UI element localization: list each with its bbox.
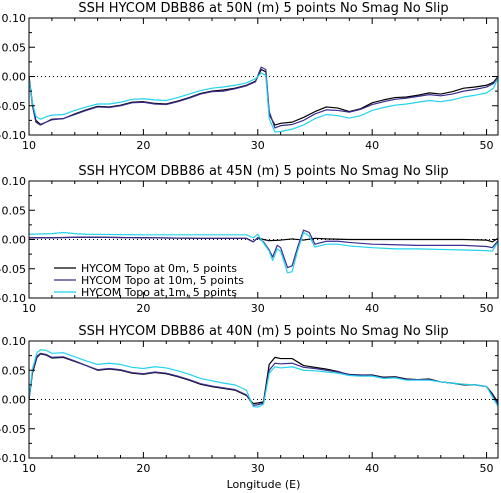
- x-tick-label: 50: [480, 302, 494, 315]
- y-tick-label: 0.05: [2, 41, 27, 54]
- panel-1: SSH HYCOM DBB86 at 50N (m) 5 points No S…: [0, 1, 499, 152]
- y-tick-label: -0.05: [0, 100, 26, 113]
- y-tick-label: -0.05: [0, 263, 26, 276]
- panel-3: SSH HYCOM DBB86 at 40N (m) 5 points No S…: [0, 324, 499, 491]
- y-tick-label: 0.00: [2, 394, 27, 407]
- y-tick-label: 0.10: [2, 335, 27, 348]
- y-tick-label: -0.05: [0, 423, 26, 436]
- y-tick-label: 0.05: [2, 204, 27, 217]
- y-tick-label: 0.10: [2, 12, 27, 25]
- y-tick-label: -0.10: [0, 129, 26, 142]
- legend-label: HYCOM Topo at 10m, 5 points: [81, 274, 244, 287]
- series-line-topo-1m: [29, 231, 498, 274]
- x-tick-label: 30: [251, 139, 265, 152]
- legend-label: HYCOM Topo at 1m, 5 points: [81, 286, 237, 299]
- x-tick-label: 20: [136, 302, 150, 315]
- x-tick-label: 10: [22, 462, 36, 475]
- series-line-topo-10m: [29, 229, 498, 269]
- legend-label: HYCOM Topo at 0m, 5 points: [81, 262, 237, 275]
- plot-frame: [28, 17, 499, 136]
- y-tick-label: 0.00: [2, 234, 27, 247]
- x-tick-label: 50: [480, 462, 494, 475]
- panel-title: SSH HYCOM DBB86 at 40N (m) 5 points No S…: [78, 324, 448, 339]
- x-tick-label: 50: [480, 139, 494, 152]
- series-line-topo-1m: [29, 72, 498, 133]
- y-tick-label: 0.05: [2, 364, 27, 377]
- x-tick-label: 10: [22, 302, 36, 315]
- panel-title: SSH HYCOM DBB86 at 50N (m) 5 points No S…: [78, 1, 448, 16]
- x-tick-label: 20: [136, 462, 150, 475]
- panel-2: SSH HYCOM DBB86 at 45N (m) 5 points No S…: [0, 164, 499, 315]
- series-line-topo-1m: [29, 349, 498, 408]
- x-axis-label: Longitude (E): [227, 478, 301, 491]
- x-tick-label: 40: [365, 139, 379, 152]
- x-tick-label: 30: [251, 302, 265, 315]
- x-tick-label: 30: [251, 462, 265, 475]
- series-line-topo-10m: [29, 352, 498, 406]
- panel-title: SSH HYCOM DBB86 at 45N (m) 5 points No S…: [78, 164, 448, 179]
- x-tick-label: 10: [22, 139, 36, 152]
- series-line-topo-0m: [29, 353, 498, 405]
- x-tick-label: 20: [136, 139, 150, 152]
- y-tick-label: -0.10: [0, 452, 26, 465]
- series-line-topo-0m: [29, 68, 498, 126]
- y-tick-label: -0.10: [0, 292, 26, 305]
- x-tick-label: 40: [365, 302, 379, 315]
- y-tick-label: 0.10: [2, 175, 27, 188]
- series-line-topo-10m: [29, 66, 498, 129]
- x-tick-label: 40: [365, 462, 379, 475]
- y-tick-label: 0.00: [2, 71, 27, 84]
